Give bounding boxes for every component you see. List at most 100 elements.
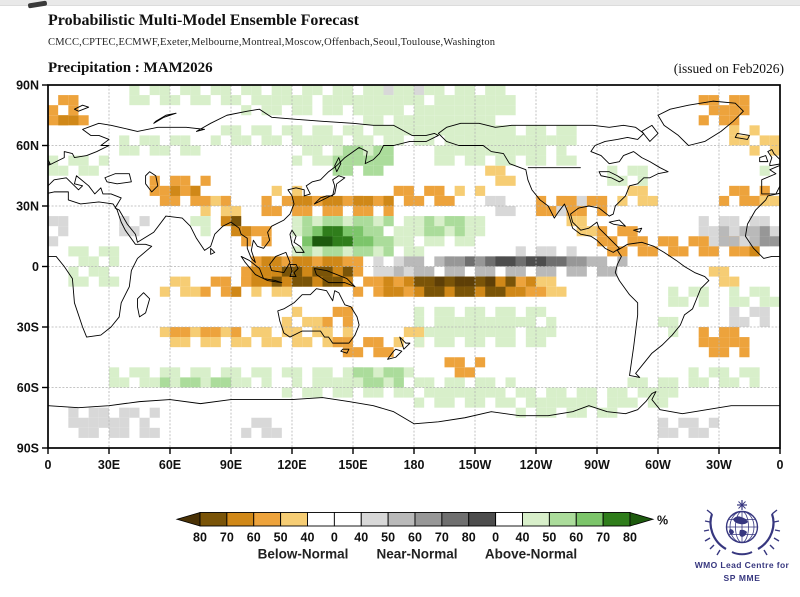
anomaly-cell [749, 216, 760, 227]
anomaly-cell [190, 367, 201, 378]
anomaly-cell [719, 347, 730, 358]
anomaly-cell [292, 105, 303, 116]
anomaly-cell [312, 256, 323, 267]
legend-tick-label: 80 [462, 531, 476, 545]
anomaly-cell [475, 387, 486, 398]
anomaly-cell [312, 155, 323, 166]
anomaly-cell [719, 266, 730, 277]
anomaly-cell [668, 377, 679, 388]
anomaly-cell [332, 256, 343, 267]
anomaly-cell [170, 175, 181, 186]
wreath-right [757, 513, 775, 550]
anomaly-cell [373, 337, 384, 348]
anomaly-cell [576, 256, 587, 267]
anomaly-cell [729, 185, 740, 196]
anomaly-cell [48, 155, 59, 166]
anomaly-cell [495, 125, 506, 136]
anomaly-cell [292, 185, 303, 196]
anomaly-cell [454, 105, 465, 116]
anomaly-cell [525, 155, 536, 166]
anomaly-cell [241, 85, 252, 96]
anomaly-cell [322, 377, 333, 388]
anomaly-cell [393, 377, 404, 388]
anomaly-cell [292, 206, 303, 217]
anomaly-cell [698, 236, 709, 247]
anomaly-cell [159, 145, 170, 156]
anomaly-cell [515, 316, 526, 327]
anomaly-cell [48, 216, 59, 227]
coastline-path [634, 228, 642, 232]
model-list: CMCC,CPTEC,ECMWF,Exeter,Melbourne,Montre… [48, 37, 496, 48]
anomaly-cell [139, 427, 150, 438]
anomaly-cell [678, 246, 689, 257]
anomaly-cell [353, 246, 364, 257]
anomaly-cell [231, 286, 242, 297]
legend-tick-label: 0 [331, 531, 338, 545]
anomaly-cell [708, 367, 719, 378]
coastline-path [48, 392, 780, 424]
anomaly-cell [485, 316, 496, 327]
anomaly-cell [220, 377, 231, 388]
anomaly-cell [464, 256, 475, 267]
wreath-leaf [709, 544, 715, 550]
anomaly-cell [281, 256, 292, 267]
anomaly-cell [586, 387, 597, 398]
anomaly-cell [485, 125, 496, 136]
legend-tick-label: 40 [301, 531, 315, 545]
anomaly-cell [403, 216, 414, 227]
anomaly-cell [363, 246, 374, 257]
anomaly-cell [739, 185, 750, 196]
anomaly-cell [373, 145, 384, 156]
anomaly-cell [342, 95, 353, 106]
anomaly-cell [353, 145, 364, 156]
anomaly-cell [119, 417, 130, 428]
anomaly-cell [495, 316, 506, 327]
anomaly-cell [454, 125, 465, 136]
coastline-path [74, 105, 88, 111]
anomaly-cell [210, 135, 221, 146]
anomaly-cell [525, 145, 536, 156]
legend-tick-label: 60 [569, 531, 583, 545]
anomaly-cell [617, 226, 628, 237]
anomaly-cell [729, 286, 740, 297]
anomaly-cell [414, 125, 425, 136]
anomaly-cell [668, 427, 679, 438]
anomaly-cell [342, 327, 353, 338]
anomaly-cell [475, 286, 486, 297]
anomaly-cell [281, 387, 292, 398]
anomaly-cell [485, 165, 496, 176]
anomaly-cell [231, 206, 242, 217]
anomaly-cell [556, 387, 567, 398]
anomaly-cell [68, 155, 79, 166]
anomaly-cell [729, 135, 740, 146]
globe-continent [733, 516, 748, 525]
anomaly-cell [495, 206, 506, 217]
anomaly-cell [302, 216, 313, 227]
anomaly-cell [98, 155, 109, 166]
anomaly-cell [536, 407, 547, 418]
anomaly-cell [180, 145, 191, 156]
anomaly-cell [383, 206, 394, 217]
anomaly-cell [261, 367, 272, 378]
anomaly-cell [495, 327, 506, 338]
anomaly-cell [414, 85, 425, 96]
x-axis: 0 30E 60E 90E 120E 150E 180 150W 120W 90W 60W 30W 0 [45, 448, 784, 472]
anomaly-cell [68, 105, 79, 116]
anomaly-cell [251, 95, 262, 106]
anomaly-cell [251, 417, 262, 428]
anomaly-cell [414, 115, 425, 126]
coastline-path [278, 289, 359, 343]
anomaly-cell [525, 276, 536, 287]
anomaly-cell [414, 306, 425, 317]
anomaly-cell [88, 417, 99, 428]
anomaly-cell [739, 195, 750, 206]
anomaly-cell [302, 135, 313, 146]
anomaly-cell [637, 236, 648, 247]
anomaly-cell [647, 195, 658, 206]
anomaly-cell [231, 226, 242, 237]
anomaly-cell [505, 337, 516, 348]
anomaly-cell [759, 296, 770, 307]
anomaly-cell [719, 236, 730, 247]
wreath-leaf [774, 529, 781, 532]
